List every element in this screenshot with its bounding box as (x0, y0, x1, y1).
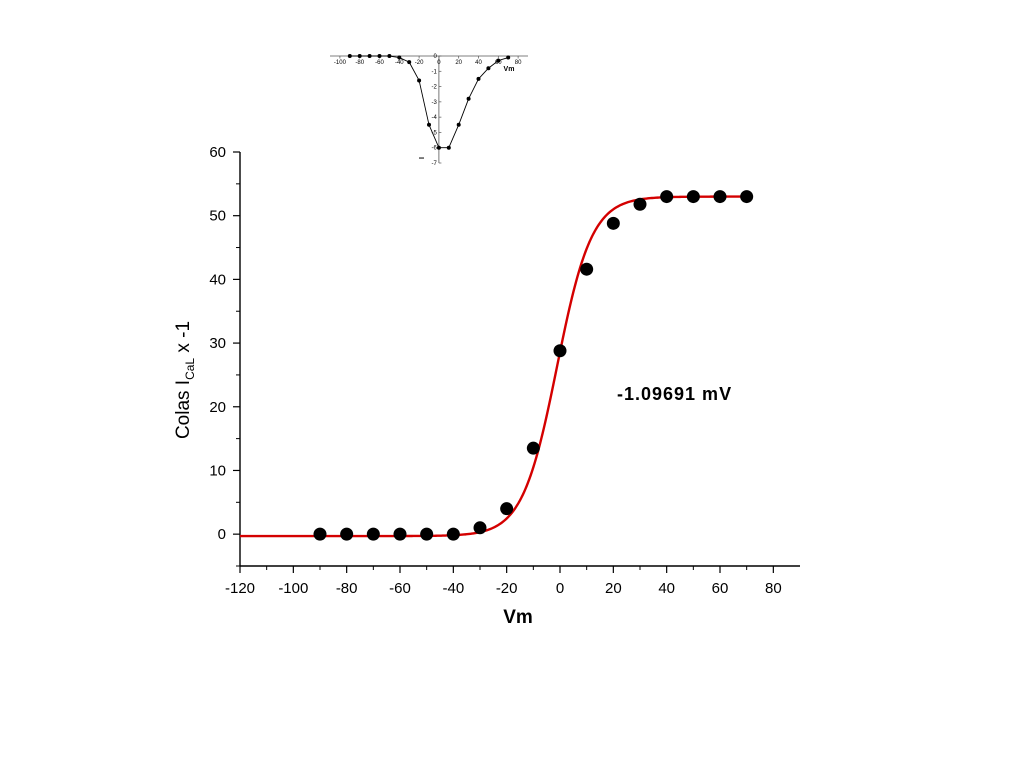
x-tick-label: 60 (712, 580, 729, 597)
data-point (500, 502, 514, 516)
inset-data-point (397, 55, 402, 60)
y-tick-label: 30 (209, 335, 226, 352)
data-point (633, 197, 647, 211)
inset-data-point (367, 54, 372, 58)
inset-points-group (347, 54, 511, 150)
y-tick-label: 50 (209, 208, 226, 225)
inset-data-point (427, 122, 431, 127)
x-tick-label: -60 (389, 580, 411, 597)
x-tick-label: -80 (336, 580, 358, 597)
inset-data-point (436, 145, 441, 150)
x-tick-label: 40 (658, 580, 675, 597)
inset-y-tick-label: -3 (432, 100, 438, 106)
y-tick-label: 10 (209, 462, 226, 479)
inset-data-point (456, 122, 461, 127)
inset-x-tick-label: 60 (495, 60, 502, 66)
data-point (606, 216, 620, 230)
y-axis-title-suffix: x -1 (173, 321, 194, 358)
inset-x-tick-label: -80 (355, 60, 364, 66)
data-point (686, 190, 700, 204)
inset-x-tick-label: 40 (475, 60, 482, 66)
data-point (393, 527, 407, 541)
y-tick-label: 60 (209, 144, 226, 161)
data-point (713, 190, 727, 204)
inset-data-point (417, 78, 422, 83)
inset-x-tick-label: -60 (375, 60, 384, 66)
data-point (740, 190, 754, 204)
half-activation-annotation: -1.09691 mV (617, 384, 732, 404)
y-axis-title-prefix: Colas I (173, 380, 194, 439)
inset-y-tick-label: -5 (432, 130, 438, 136)
main-plot: -120 -100 -80 -60 -40 -20 0 20 40 60 80 0 10 20 30 40 50… (173, 144, 800, 628)
data-point (473, 521, 487, 535)
y-tick-label: 0 (218, 526, 226, 543)
inset-data-point (506, 55, 511, 60)
data-point (420, 527, 434, 541)
inset-y-tick-label: -6 (432, 146, 438, 152)
x-tick-label: -100 (278, 580, 308, 597)
x-tick-label: 80 (765, 580, 782, 597)
inset-line (349, 55, 509, 149)
inset-y-tick-label: -7 (432, 161, 438, 167)
inset-data-point (357, 54, 362, 58)
inset-y-tick-label: 0 (434, 54, 438, 60)
inset-line-group (349, 55, 509, 149)
inset-data-point (446, 145, 451, 150)
inset-data-point (387, 54, 392, 58)
inset-data-point (466, 96, 471, 101)
fit-curve (240, 195, 747, 538)
y-tick-label: 20 (209, 399, 226, 416)
inset-y-tick-label: -2 (432, 85, 438, 91)
data-point (580, 262, 594, 276)
data-point (313, 527, 327, 541)
inset-data-point (476, 76, 481, 81)
x-tick-label: -40 (442, 580, 464, 597)
inset-ticks: -100 -80 -60 -40 -20 0 20 40 60 80 0 -1 -2 -3 -4 -5 -6 -7 (334, 54, 522, 167)
inset-axes (330, 55, 528, 163)
inset-y-tick-label: -4 (432, 115, 438, 121)
x-axis-title: Vm (503, 607, 533, 628)
inset-y-axis-title: I (419, 157, 426, 159)
inset-x-tick-label: 80 (515, 60, 522, 66)
data-point (340, 527, 354, 541)
main-ticks: -120 -100 -80 -60 -40 -20 0 20 40 60 80 0 10 20 30 40 50… (209, 144, 781, 597)
inset-data-point (377, 54, 382, 58)
inset-x-tick-label: -20 (415, 60, 424, 66)
x-tick-label: -20 (496, 580, 518, 597)
inset-y-tick-label: -1 (432, 69, 438, 75)
data-point (446, 527, 460, 541)
x-tick-label: 20 (605, 580, 622, 597)
data-points-group (313, 190, 754, 541)
inset-data-point (496, 58, 501, 63)
data-point (366, 527, 380, 541)
inset-x-axis-title: Vm (504, 66, 515, 73)
data-point (526, 441, 540, 455)
inset-x-tick-label: -100 (334, 60, 347, 66)
data-point (660, 190, 674, 204)
x-tick-label: 0 (556, 580, 564, 597)
x-tick-label: -120 (225, 580, 255, 597)
inset-plot: -100 -80 -60 -40 -20 0 20 40 60 80 0 -1 -2 -3 -4 -5 -6 -7… (330, 54, 528, 167)
y-axis-title-subscript: CaL (183, 358, 197, 380)
inset-data-point (486, 66, 491, 71)
main-axes (239, 152, 800, 567)
inset-x-tick-label: -40 (395, 60, 404, 66)
fit-curve-group (240, 195, 747, 538)
y-axis-title: Colas ICaL x -1 (173, 321, 197, 439)
data-point (553, 344, 567, 358)
y-tick-label: 40 (209, 271, 226, 288)
inset-x-tick-label: 0 (437, 60, 441, 66)
inset-x-tick-label: 20 (455, 60, 462, 66)
inset-data-point (407, 60, 412, 65)
inset-data-point (347, 54, 352, 58)
